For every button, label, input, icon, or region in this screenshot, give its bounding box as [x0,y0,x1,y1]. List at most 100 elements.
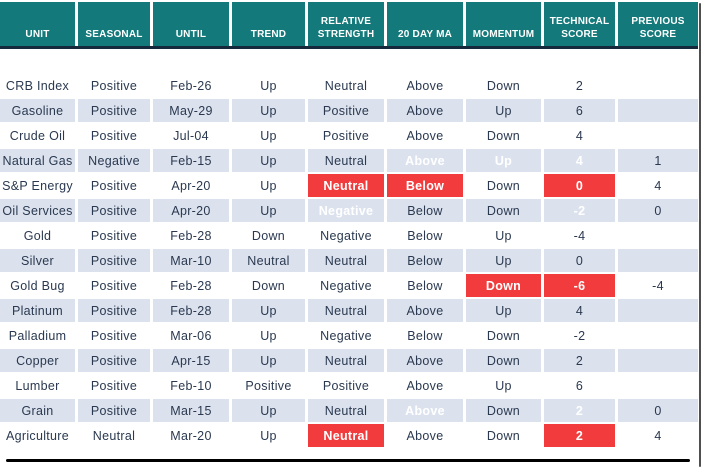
table-cell: Up [232,124,305,147]
table-cell: Apr-20 [153,199,229,222]
table-cell: 6 [544,99,615,122]
table-cell: Up [232,74,305,97]
table-cell: Up [466,224,541,247]
table-cell: Positive [308,374,384,397]
table-cell: Above [387,99,463,122]
table-cell-highlight-green: Above [387,149,463,172]
table-cell [618,74,698,97]
table-cell-highlight-red: Down [466,274,541,297]
table-cell: Positive [78,74,150,97]
table-cell: Above [387,74,463,97]
column-header: SEASONAL [78,2,150,46]
screenshot-frame-edge [699,3,701,467]
table-cell-highlight-green: Up [466,149,541,172]
table-cell: Neutral [308,349,384,372]
table-cell: Down [466,399,541,422]
table-cell: Neutral [308,399,384,422]
table-row: Lumber Positive Feb-10 Positive Positive Abov… [0,374,698,397]
table-cell: Above [387,374,463,397]
table-cell: Up [232,399,305,422]
column-header: UNIT [0,2,75,46]
column-header: 20 DAY MA [387,2,463,46]
table-cell: Positive [78,249,150,272]
table-cell: 2 [544,349,615,372]
table-cell: Down [232,224,305,247]
table-cell: Neutral [308,74,384,97]
table-cell: Above [387,124,463,147]
table-row: Oil Services Positive Apr-20 Up Negative Belo… [0,199,698,222]
table-cell: Platinum [0,299,75,322]
table-cell: 4 [544,299,615,322]
table-cell: Below [387,224,463,247]
table-cell: Up [232,199,305,222]
table-row: Gold Positive Feb-28 Down Negative Below Up -4 [0,224,698,247]
table-row: Silver Positive Mar-10 Neutral Neutral Below U… [0,249,698,272]
table-cell: Up [466,374,541,397]
table-cell: 4 [618,424,698,447]
table-cell: Negative [308,224,384,247]
table-cell: Feb-28 [153,299,229,322]
header-divider [0,46,698,49]
table-cell: Positive [78,299,150,322]
table-row: Gold Bug Positive Feb-28 Down Negative Below D… [0,274,698,297]
table-cell: Mar-15 [153,399,229,422]
table-cell [618,224,698,247]
table-cell: Positive [78,399,150,422]
table-cell: Copper [0,349,75,372]
table-cell: Up [232,424,305,447]
table-cell: Oil Services [0,199,75,222]
table-cell: Up [232,299,305,322]
table-cell: 1 [618,149,698,172]
table-cell: Agriculture [0,424,75,447]
table-cell: Below [387,199,463,222]
table-cell: Jul-04 [153,124,229,147]
table-cell: Feb-28 [153,224,229,247]
table-cell: Mar-10 [153,249,229,272]
table-cell: Neutral [232,249,305,272]
table-cell: 0 [618,199,698,222]
table-cell-highlight-green: 2 [544,399,615,422]
table-row: Natural Gas Negative Feb-15 Up Neutral Above U… [0,149,698,172]
table-cell: Positive [78,199,150,222]
table-cell: Above [387,299,463,322]
table-cell: Positive [308,124,384,147]
table-bottom-rule [6,459,690,462]
table-cell: Lumber [0,374,75,397]
table-cell: Positive [78,124,150,147]
table-header-row: UNIT SEASONAL UNTIL TREND RELATIVE STRENGTH 2… [0,2,698,46]
table-cell: Below [387,324,463,347]
table-row: Gasoline Positive May-29 Up Positive Above Up 6 [0,99,698,122]
column-header: MOMENTUM [466,2,541,46]
table-cell: 4 [618,174,698,197]
table-cell-highlight-green: 4 [544,149,615,172]
table-cell: Mar-06 [153,324,229,347]
table-cell [618,299,698,322]
table-cell-highlight-red: -2 [544,199,615,222]
table-cell: Feb-26 [153,74,229,97]
table-cell: Negative [78,149,150,172]
table-cell: Down [466,424,541,447]
column-header: RELATIVE STRENGTH [308,2,384,46]
table-cell: Down [466,174,541,197]
table-cell-highlight-red: Neutral [308,424,384,447]
table-cell-highlight-red: Negative [308,199,384,222]
table-row: Crude Oil Positive Jul-04 Up Positive Above Do… [0,124,698,147]
table-cell: Gold Bug [0,274,75,297]
table-cell-highlight-red: Neutral [308,174,384,197]
table-row: Platinum Positive Feb-28 Up Neutral Above Up 4 [0,299,698,322]
table-row: Copper Positive Apr-15 Up Neutral Above Down 2 [0,349,698,372]
table-cell: Positive [78,224,150,247]
table-cell [618,349,698,372]
column-header: TECHNICAL SCORE [544,2,615,46]
table-cell: Down [466,74,541,97]
table-cell: Down [466,324,541,347]
table-cell: Crude Oil [0,124,75,147]
table-cell [618,374,698,397]
table-cell: Positive [308,99,384,122]
table-cell: 2 [544,74,615,97]
table-row: Agriculture Neutral Mar-20 Up Neutral Above Do… [0,424,698,447]
table-cell: Positive [78,99,150,122]
table-cell: Up [466,299,541,322]
table-cell-highlight-red: Below [387,174,463,197]
table-cell: Neutral [308,149,384,172]
